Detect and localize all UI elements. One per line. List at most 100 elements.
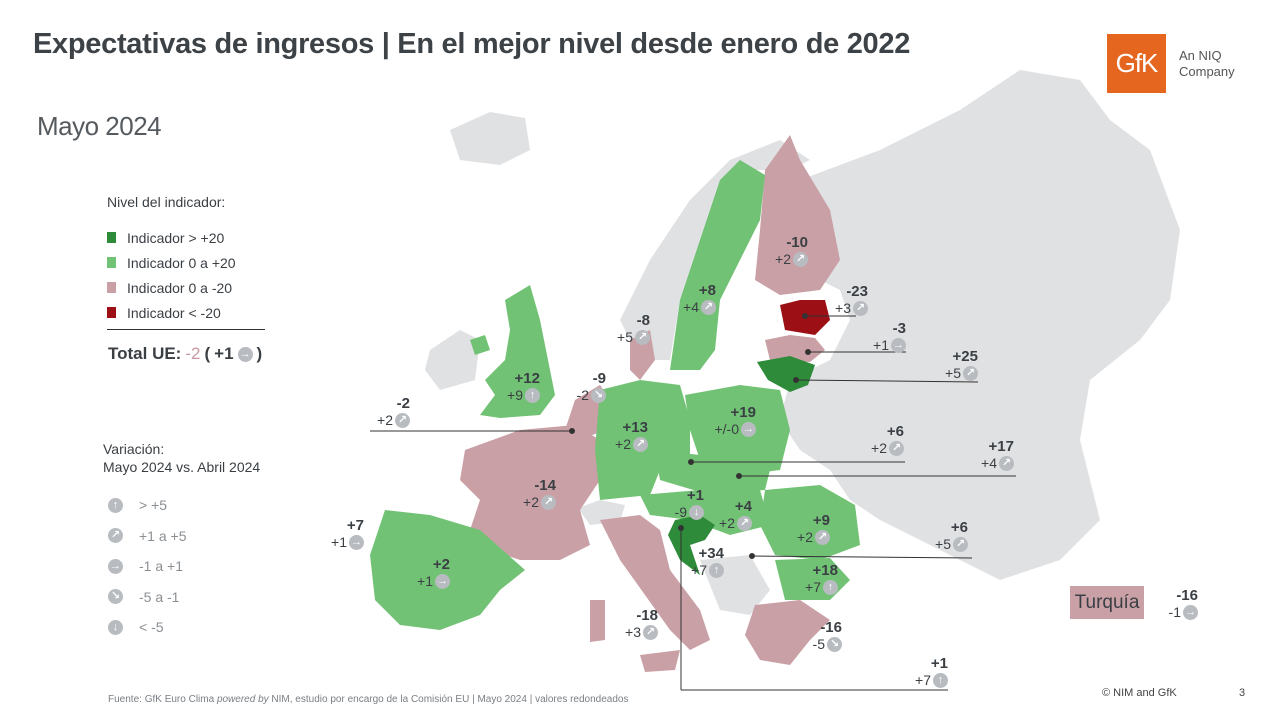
indicator-value: +25 [952,348,978,365]
turkey-label: Turquía [1070,586,1144,619]
arrow-up-icon: ↑ [709,563,724,578]
arrow-down-right-icon: ↘ [827,637,842,652]
change-value: +3 [625,624,641,640]
map-region-non-eu-east [760,70,1180,580]
map-region-uk [480,285,555,418]
variation-item: ↓ < -5 [108,612,187,643]
indicator-value: +18 [812,562,838,579]
arrow-up-icon: ↑ [933,673,948,688]
logo-tagline-line-1: An NIQ [1179,48,1222,63]
page-title: Expectativas de ingresos | En el mejor n… [33,28,911,60]
indicator-value: +12 [514,370,540,387]
indicator-value: +6 [886,423,904,440]
variation-heading-line-1: Variación: [103,441,165,457]
change-value: +4 [683,299,699,315]
label-italy: -18 +3 ↗ [618,607,658,641]
indicator-value: +19 [730,404,756,421]
change-value: +2 [523,494,539,510]
source-prefix: Fuente: GfK Euro Clima [108,694,215,705]
label-latvia: -3 +1 → [866,320,906,354]
label-netherlands: -9 -2 ↘ [566,370,606,404]
indicator-value: -16 [820,619,842,636]
indicator-value: +6 [950,519,968,536]
total-paren-open: ( [204,344,211,363]
label-slovenia: +1 +7 ↑ [906,655,948,689]
label-uk: +12 +9 ↑ [500,370,540,404]
map-region-latvia [765,335,825,362]
legend-swatch [107,232,116,243]
arrow-up-icon: ↑ [108,497,123,513]
change-value: +5 [945,365,961,381]
change-value: +7 [691,562,707,578]
indicator-value: +1 [930,655,948,672]
logo-tagline: An NIQ Company [1179,48,1235,80]
map-region-greece [745,600,830,665]
legend-heading: Nivel del indicador: [107,194,226,210]
arrow-right-icon: → [741,422,756,437]
indicator-value: -9 [592,370,606,387]
label-czechia: +6 +2 ↗ [862,423,904,457]
total-eu: Total UE: -2 ( +1 → ) [108,344,262,364]
page-number: 3 [1239,687,1246,699]
map-region-northern-ireland [470,335,490,355]
arrow-up-right-icon: ↗ [633,437,648,452]
arrow-right-icon: → [435,574,450,589]
change-value: +2 [377,412,393,428]
label-spain: +2 +1 → [410,556,450,590]
legend-label: Indicador 0 a -20 [127,279,233,296]
change-value: +3 [835,300,851,316]
arrow-right-icon: → [108,558,123,574]
change-value: +2 [615,436,631,452]
indicator-value: -16 [1176,587,1198,604]
variation-label: < -5 [139,619,164,636]
variation-label: +1 a +5 [139,527,187,544]
indicator-value: +9 [812,512,830,529]
legend-item-positive: Indicador 0 a +20 [107,250,236,275]
change-value: +2 [775,251,791,267]
map-region-sicily [640,650,680,672]
variation-item: → -1 a +1 [108,551,187,582]
map-region-romania [760,485,860,560]
indicator-value: +1 [686,487,704,504]
label-lithuania: +25 +5 ↗ [932,348,978,382]
map-region-czechia-slovakia [655,450,770,495]
map-region-norway [620,140,810,360]
legend-swatch [107,257,116,268]
label-romania: +9 +2 ↗ [790,512,830,546]
indicator-value: +8 [698,282,716,299]
change-value: +5 [617,329,633,345]
change-value: -9 [674,504,687,520]
map-region-france [460,425,600,560]
arrow-up-right-icon: ↗ [108,528,123,544]
arrow-up-right-icon: ↗ [889,441,904,456]
label-germany: +13 +2 ↗ [606,419,648,453]
change-value: +1 [417,573,433,589]
arrow-up-right-icon: ↗ [635,330,650,345]
arrow-up-right-icon: ↗ [737,516,752,531]
label-hungary: +4 +2 ↗ [712,498,752,532]
change-value: +7 [805,579,821,595]
arrow-up-right-icon: ↗ [953,537,968,552]
total-change: +1 [214,344,234,363]
source-note: Fuente: GfK Euro Clima powered by NIM, e… [108,694,628,705]
variation-heading: Variación: Mayo 2024 vs. Abril 2024 [103,440,260,476]
map-region-lithuania [757,356,815,392]
indicator-value: -3 [892,320,906,337]
logo-tagline-line-2: Company [1179,64,1235,79]
arrow-up-right-icon: ↗ [793,252,808,267]
variation-item: ↑ > +5 [108,490,187,521]
arrow-right-icon: → [891,338,906,353]
change-value: +5 [935,536,951,552]
arrow-down-right-icon: ↘ [108,589,123,605]
map-region-sweden [670,160,765,370]
variation-item: ↗ +1 a +5 [108,521,187,552]
indicator-value: +7 [346,517,364,534]
map-region-finland [755,135,840,295]
legend-label: Indicador > +20 [127,229,225,246]
arrow-up-right-icon: ↗ [643,625,658,640]
label-bulgaria: +18 +7 ↑ [796,562,838,596]
total-value: -2 [185,344,201,363]
indicator-value: -10 [786,234,808,251]
change-value: +/-0 [714,421,739,437]
legend-label: Indicador 0 a +20 [127,254,236,271]
